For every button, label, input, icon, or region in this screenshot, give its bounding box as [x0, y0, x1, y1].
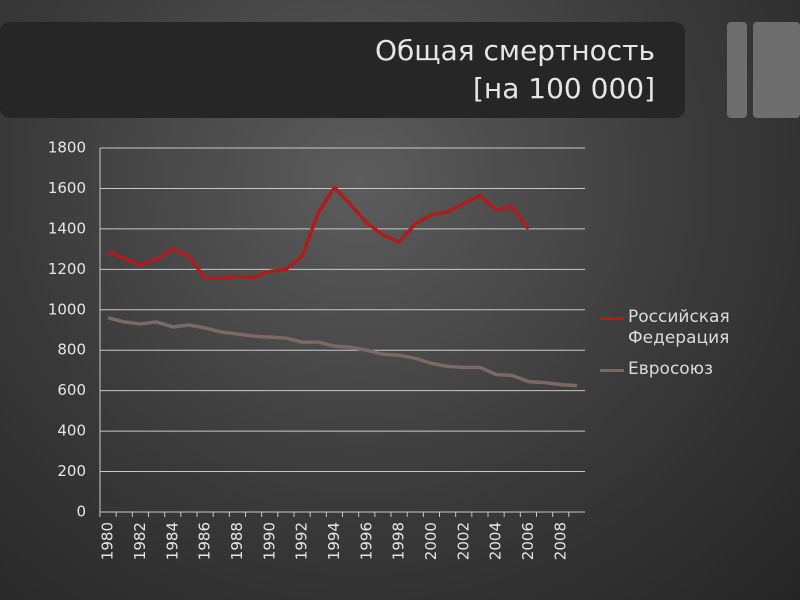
data-line [107, 316, 578, 388]
y-tick-label: 400 [57, 422, 86, 440]
x-tick-label: 2000 [422, 522, 440, 560]
data-line [107, 185, 530, 281]
y-tick-label: 200 [57, 462, 86, 480]
x-tick-label: 2008 [551, 522, 569, 560]
x-tick-label: 1988 [228, 522, 246, 560]
y-tick-label: 0 [76, 503, 86, 521]
y-tick-label: 1000 [48, 300, 86, 318]
y-tick-label: 1800 [48, 139, 86, 157]
title-box [0, 22, 685, 118]
decor-bar [727, 22, 747, 118]
x-tick-label: 1984 [163, 522, 181, 560]
legend-swatch [600, 317, 624, 320]
decor-bar [753, 22, 800, 118]
legend-entry: Российская Федерация [600, 307, 770, 349]
chart-subtitle: [на 100 000] [473, 72, 655, 105]
y-tick-label: 1400 [48, 219, 86, 237]
y-tick-label: 1200 [48, 260, 86, 278]
x-tick-label: 1982 [131, 522, 149, 560]
x-tick-label: 1998 [390, 522, 408, 560]
y-tick-label: 1600 [48, 179, 86, 197]
legend-swatch [600, 369, 624, 372]
x-tick-label: 2004 [487, 522, 505, 560]
x-tick-label: 1994 [325, 522, 343, 560]
x-tick-label: 1990 [260, 522, 278, 560]
y-tick-label: 600 [57, 381, 86, 399]
y-tick-label: 800 [57, 341, 86, 359]
x-tick-label: 1992 [293, 522, 311, 560]
chart-title: Общая смертность [375, 34, 655, 67]
x-tick-label: 1986 [196, 522, 214, 560]
legend-label: Евросоюз [628, 359, 714, 379]
x-tick-label: 1980 [99, 522, 117, 560]
x-tick-label: 2002 [454, 522, 472, 560]
x-tick-label: 1996 [357, 522, 375, 560]
legend-entry: Евросоюз [600, 359, 770, 380]
legend-label: Российская Федерация [628, 307, 730, 348]
x-tick-label: 2006 [519, 522, 537, 560]
